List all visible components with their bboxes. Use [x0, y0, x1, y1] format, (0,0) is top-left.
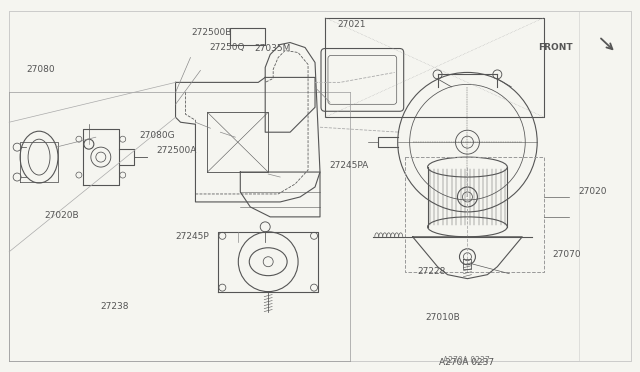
Text: 27021: 27021: [338, 20, 366, 29]
Text: A270A 0237: A270A 0237: [439, 357, 494, 366]
Text: 27020B: 27020B: [44, 211, 79, 220]
Text: A270A 0237: A270A 0237: [444, 356, 490, 365]
Text: 27245PA: 27245PA: [329, 161, 368, 170]
Text: 272500A: 272500A: [156, 146, 196, 155]
Text: 27070: 27070: [553, 250, 581, 259]
Text: 27020: 27020: [578, 187, 607, 196]
Text: 27080: 27080: [27, 65, 56, 74]
Text: 27035M: 27035M: [254, 44, 291, 53]
Text: 27080G: 27080G: [140, 131, 175, 141]
Text: 27228: 27228: [417, 267, 446, 276]
Text: 27245P: 27245P: [175, 231, 209, 241]
Text: FRONT: FRONT: [539, 42, 573, 51]
Text: 27250Q: 27250Q: [210, 42, 245, 51]
Text: 27238: 27238: [100, 302, 129, 311]
Text: 272500B: 272500B: [191, 28, 232, 37]
Text: 27010B: 27010B: [425, 313, 460, 322]
